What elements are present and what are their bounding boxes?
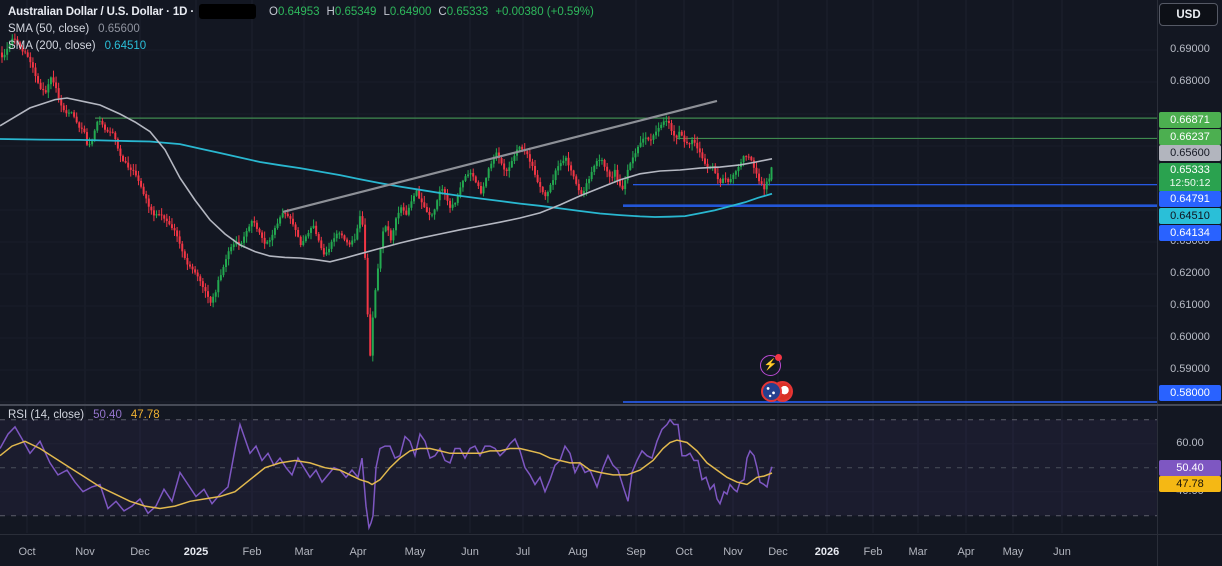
price-label: 50.40 — [1159, 460, 1221, 476]
trendline — [282, 99, 718, 213]
time-label: Apr — [349, 546, 367, 558]
redacted-exchange-name — [199, 4, 257, 19]
rsi-line — [0, 418, 773, 531]
close-value: 0.65333 — [446, 5, 489, 18]
countdown-timer: 12:50:12 — [1169, 177, 1211, 189]
time-label: Oct — [675, 546, 693, 558]
price-tick: 0.59000 — [1170, 363, 1210, 375]
rsi-pane — [0, 418, 773, 531]
sma50-line — [0, 97, 773, 263]
rsi-ma-line — [0, 439, 773, 510]
time-label: Sep — [626, 546, 646, 558]
sma50-label: SMA (50, close) — [8, 22, 90, 35]
low-value: 0.64900 — [389, 5, 432, 18]
rsi-ma-value: 47.78 — [130, 409, 160, 421]
time-label: Dec — [130, 546, 150, 558]
time-label: Mar — [908, 546, 928, 558]
legend: Australian Dollar / U.S. Dollar · 1D · O… — [8, 3, 594, 54]
price-label: 0.65333 12:50:12 — [1159, 163, 1221, 192]
time-label: Dec — [768, 546, 788, 558]
event-marker-lightning-icon[interactable]: ⚡ — [760, 354, 782, 376]
time-label: Nov — [75, 546, 95, 558]
price-label: 47.78 — [1159, 476, 1221, 492]
sma200-line — [0, 138, 773, 218]
price-label: 0.64791 — [1159, 191, 1221, 207]
sma50-value: 0.65600 — [98, 22, 140, 35]
time-scale[interactable]: Oct Nov Dec 2025 Feb Mar Apr May Jun Jul Aug Sep Oct… — [0, 534, 1222, 566]
ohlc-readout: O 0.64953 H 0.65349 L 0.64900 C 0.65333 +0.0… — [262, 6, 594, 18]
rsi-tick: 60.00 — [1176, 436, 1204, 449]
low-label: L — [383, 5, 390, 18]
time-label: 2026 — [814, 546, 840, 558]
price-tick: 0.69000 — [1170, 43, 1210, 55]
gridlines — [26, 0, 1063, 533]
time-label: Mar — [294, 546, 314, 558]
rsi-bands — [0, 419, 1157, 517]
currency-toggle-button[interactable]: USD — [1159, 3, 1218, 26]
rsi-label: RSI (14, close) — [8, 409, 85, 421]
price-scale[interactable]: 0.69000 0.68000 0.63000 0.62000 0.61000 0.600… — [1157, 0, 1222, 566]
time-label: Feb — [863, 546, 883, 558]
pane-separator[interactable] — [0, 404, 1222, 406]
time-label: Jun — [1053, 546, 1071, 558]
time-label: Jul — [515, 546, 531, 558]
high-value: 0.65349 — [334, 5, 377, 18]
candles — [1, 33, 773, 362]
time-label: Nov — [723, 546, 743, 558]
time-label: May — [404, 546, 426, 558]
time-label: Apr — [957, 546, 975, 558]
lightning-bolt-icon: ⚡ — [763, 359, 778, 371]
price-label: 0.58000 — [1159, 385, 1221, 401]
open-label: O — [269, 5, 278, 18]
price-label: 0.65600 — [1159, 145, 1221, 161]
sma200-label: SMA (200, close) — [8, 39, 96, 52]
time-label: May — [1002, 546, 1024, 558]
indicator-legend-sma200[interactable]: SMA (200, close) 0.64510 — [8, 37, 594, 54]
high-label: H — [326, 5, 335, 18]
price-label: 0.64510 — [1159, 208, 1221, 224]
time-label: Jun — [461, 546, 479, 558]
price-label: 0.64134 — [1159, 225, 1221, 241]
open-value: 0.64953 — [277, 5, 320, 18]
price-label: 0.66237 — [1159, 129, 1221, 145]
price-tick: 0.60000 — [1170, 331, 1210, 343]
price-label: 0.66871 — [1159, 112, 1221, 128]
price-tick: 0.61000 — [1170, 299, 1210, 311]
time-label: Aug — [568, 546, 588, 558]
event-marker-economic-calendar[interactable] — [761, 380, 795, 403]
price-tick: 0.62000 — [1170, 267, 1210, 279]
symbol-title[interactable]: Australian Dollar / U.S. Dollar · 1D · — [8, 5, 195, 18]
rsi-value: 50.40 — [93, 409, 122, 421]
price-tick: 0.68000 — [1170, 75, 1210, 87]
time-label: 2025 — [183, 546, 209, 558]
indicator-legend-rsi[interactable]: RSI (14, close) 50.40 47.78 — [8, 409, 169, 421]
alert-dot-icon — [775, 354, 782, 361]
close-label: C — [438, 5, 447, 18]
australia-flag-icon — [761, 381, 782, 402]
indicator-legend-sma50[interactable]: SMA (50, close) 0.65600 — [8, 20, 594, 37]
sma200-value: 0.64510 — [104, 39, 147, 52]
main-pane — [0, 33, 1157, 403]
time-label: Oct — [18, 546, 36, 558]
time-label: Feb — [242, 546, 262, 558]
change-value: +0.00380 (+0.59%) — [495, 5, 594, 18]
